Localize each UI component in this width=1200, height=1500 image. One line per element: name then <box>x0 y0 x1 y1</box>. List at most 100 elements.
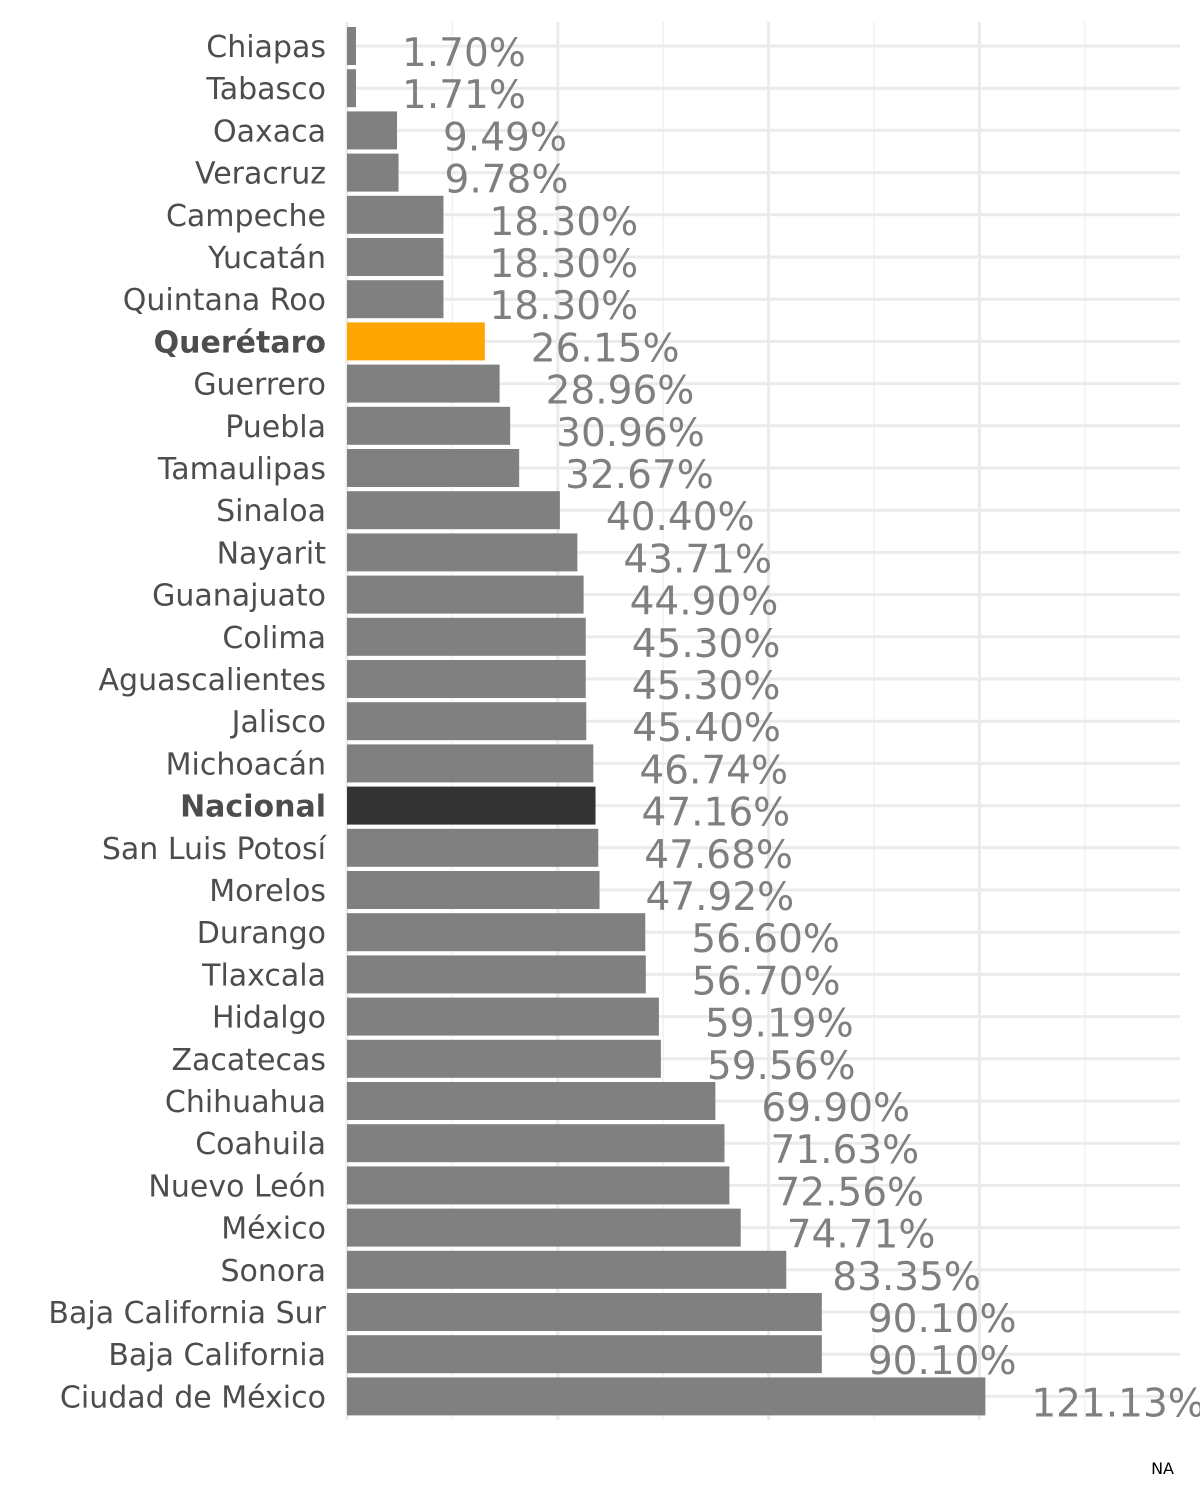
bar <box>347 322 485 361</box>
bar <box>347 997 659 1036</box>
category-label: Jalisco <box>230 705 326 740</box>
bar <box>347 195 444 234</box>
category-label: Nacional <box>180 790 326 825</box>
category-label: Baja California <box>108 1338 326 1373</box>
bar <box>347 955 646 994</box>
bar <box>347 702 587 741</box>
category-label: Hidalgo <box>212 1001 326 1036</box>
bar <box>347 533 578 572</box>
category-label: Sonora <box>221 1254 326 1289</box>
bar <box>347 575 584 614</box>
grid-layer <box>345 22 1180 1420</box>
bar <box>347 660 586 698</box>
labels-layer: Chiapas 1.70% Tabasco 1.71% Oaxaca 9.49% Verac… <box>48 30 1200 1426</box>
value-label: 40.40% <box>606 495 755 540</box>
bar <box>347 913 646 952</box>
value-label: 45.30% <box>632 664 781 709</box>
bar <box>347 1166 730 1205</box>
value-label: 90.10% <box>868 1339 1017 1384</box>
bar <box>347 449 520 487</box>
category-label: Sinaloa <box>216 494 326 529</box>
category-label: Puebla <box>225 410 326 445</box>
bar <box>347 744 594 783</box>
value-label: 47.92% <box>646 875 795 920</box>
category-label: Quintana Roo <box>123 283 326 318</box>
bar <box>347 786 596 825</box>
category-label: Yucatán <box>207 241 326 276</box>
value-label: 72.56% <box>775 1170 924 1215</box>
value-label: 32.67% <box>565 453 714 498</box>
bar <box>347 1250 787 1289</box>
category-label: Nayarit <box>217 536 327 571</box>
category-label: Guanajuato <box>152 579 326 614</box>
bar <box>347 111 398 150</box>
value-label: 56.60% <box>691 917 840 962</box>
category-label: Michoacán <box>166 747 326 782</box>
category-label: Baja California Sur <box>48 1296 326 1331</box>
footer-note: NA <box>1151 1459 1174 1478</box>
category-label: Tamaulipas <box>157 452 326 487</box>
category-label: Guerrero <box>193 368 326 403</box>
value-label: 69.90% <box>761 1086 910 1131</box>
category-label: Zacatecas <box>171 1043 326 1078</box>
category-label: Durango <box>197 916 326 951</box>
value-label: 59.19% <box>705 1002 854 1047</box>
value-label: 45.30% <box>632 622 781 667</box>
value-label: 83.35% <box>832 1255 981 1300</box>
bar <box>347 617 586 656</box>
value-label: 30.96% <box>556 411 705 456</box>
bar <box>347 1377 986 1416</box>
bar <box>347 1335 822 1374</box>
value-label: 90.10% <box>868 1297 1017 1342</box>
category-label: Chiapas <box>206 30 326 65</box>
category-label: Ciudad de México <box>60 1380 326 1415</box>
bar <box>347 1208 741 1247</box>
category-label: Tlaxcala <box>201 958 326 993</box>
value-label: 18.30% <box>489 242 638 287</box>
category-label: Veracruz <box>195 157 326 192</box>
value-label: 1.71% <box>402 73 526 118</box>
value-label: 47.16% <box>642 791 791 836</box>
category-label: Chihuahua <box>165 1085 326 1120</box>
bar <box>347 27 356 65</box>
category-label: Morelos <box>209 874 326 909</box>
category-label: Querétaro <box>154 325 326 360</box>
bar <box>347 69 357 108</box>
category-label: Nuevo León <box>148 1169 326 1204</box>
value-label: 9.78% <box>445 158 569 203</box>
value-label: 18.30% <box>489 284 638 329</box>
category-label: México <box>221 1212 326 1247</box>
value-label: 9.49% <box>443 115 567 160</box>
bar <box>347 1039 661 1078</box>
bar <box>347 406 511 445</box>
bar <box>347 871 600 909</box>
value-label: 26.15% <box>531 326 680 371</box>
value-label: 18.30% <box>489 200 638 245</box>
bar <box>347 280 444 319</box>
bar <box>347 153 399 192</box>
bar <box>347 238 444 276</box>
category-label: Aguascalientes <box>99 663 326 698</box>
value-label: 45.40% <box>632 706 781 751</box>
value-label: 1.70% <box>402 31 526 76</box>
bar <box>347 828 599 867</box>
category-label: Tabasco <box>205 72 326 107</box>
bars-layer <box>347 27 986 1416</box>
bar <box>347 1082 716 1120</box>
bar <box>347 1124 725 1163</box>
category-label: San Luis Potosí <box>102 832 328 867</box>
category-label: Colima <box>222 621 326 656</box>
value-label: 74.71% <box>787 1213 936 1258</box>
value-label: 56.70% <box>692 959 841 1004</box>
value-label: 44.90% <box>630 580 779 625</box>
bar <box>347 491 560 530</box>
value-label: 46.74% <box>639 748 788 793</box>
value-label: 28.96% <box>546 369 695 414</box>
value-label: 71.63% <box>770 1128 919 1173</box>
bar <box>347 364 500 403</box>
value-label: 47.68% <box>644 833 793 878</box>
category-label: Oaxaca <box>213 114 326 149</box>
category-label: Campeche <box>166 199 326 234</box>
value-label: 121.13% <box>1031 1381 1200 1426</box>
